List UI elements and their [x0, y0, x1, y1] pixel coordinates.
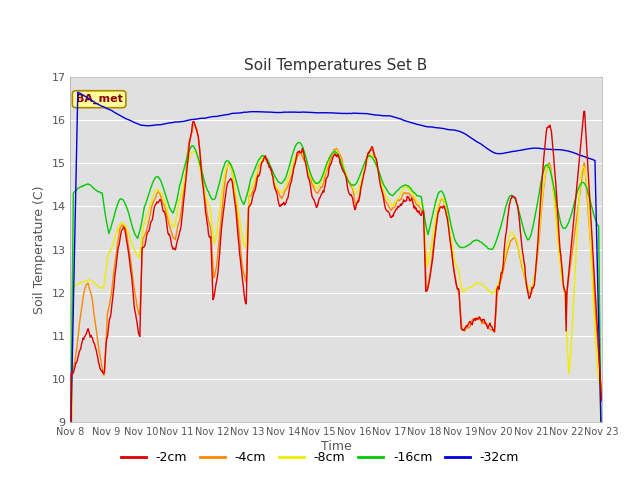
Text: BA_met: BA_met — [76, 94, 123, 104]
Legend: -2cm, -4cm, -8cm, -16cm, -32cm: -2cm, -4cm, -8cm, -16cm, -32cm — [116, 446, 524, 469]
Title: Soil Temperatures Set B: Soil Temperatures Set B — [244, 58, 428, 73]
Y-axis label: Soil Temperature (C): Soil Temperature (C) — [33, 185, 46, 314]
X-axis label: Time: Time — [321, 440, 351, 453]
